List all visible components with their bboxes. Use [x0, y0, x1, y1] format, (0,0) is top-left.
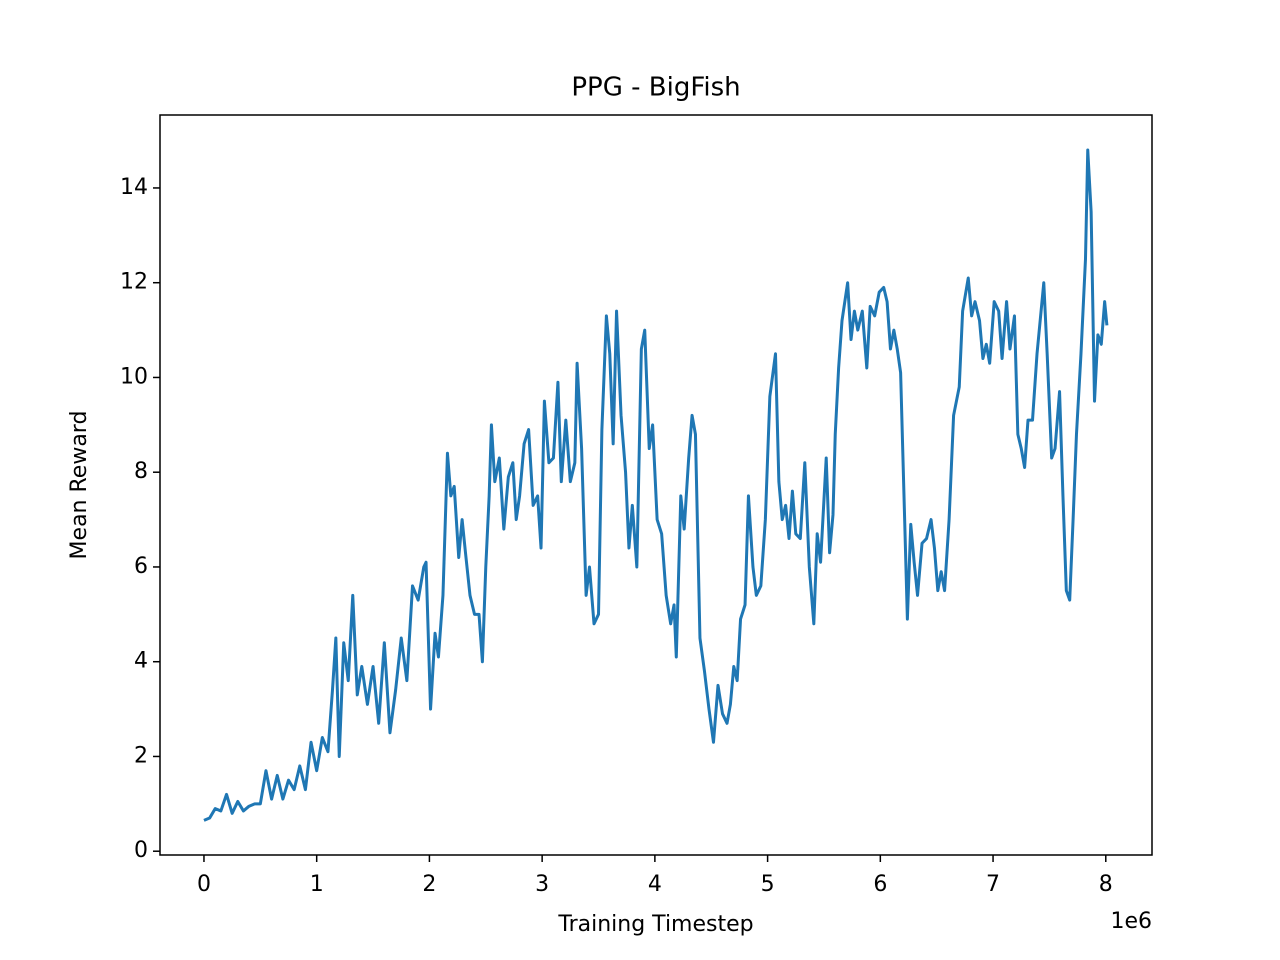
y-tick-label: 8: [134, 459, 148, 484]
x-axis-label: Training Timestep: [557, 912, 753, 937]
y-axis-label: Mean Reward: [67, 411, 92, 560]
series-line: [203, 148, 1109, 822]
y-tick-label: 2: [134, 743, 148, 768]
y-tick-label: 0: [134, 838, 148, 863]
x-tick-label: 4: [648, 872, 662, 897]
plot-frame: [159, 114, 1153, 856]
x-tick-label: 3: [535, 872, 549, 897]
y-tick-label: 14: [120, 175, 148, 200]
x-tick-label: 2: [422, 872, 436, 897]
x-tick-label: 5: [761, 872, 775, 897]
y-tick-label: 10: [120, 364, 148, 389]
x-offset-label: 1e6: [1110, 909, 1152, 934]
x-tick-label: 6: [873, 872, 887, 897]
y-tick-label: 6: [134, 554, 148, 579]
chart-title: PPG - BigFish: [571, 73, 740, 103]
x-tick-label: 8: [1099, 872, 1113, 897]
x-tick-label: 1: [310, 872, 324, 897]
x-tick-label: 7: [986, 872, 1000, 897]
x-tick-label: 0: [197, 872, 211, 897]
y-tick-label: 4: [134, 649, 148, 674]
y-tick-label: 12: [120, 270, 148, 295]
